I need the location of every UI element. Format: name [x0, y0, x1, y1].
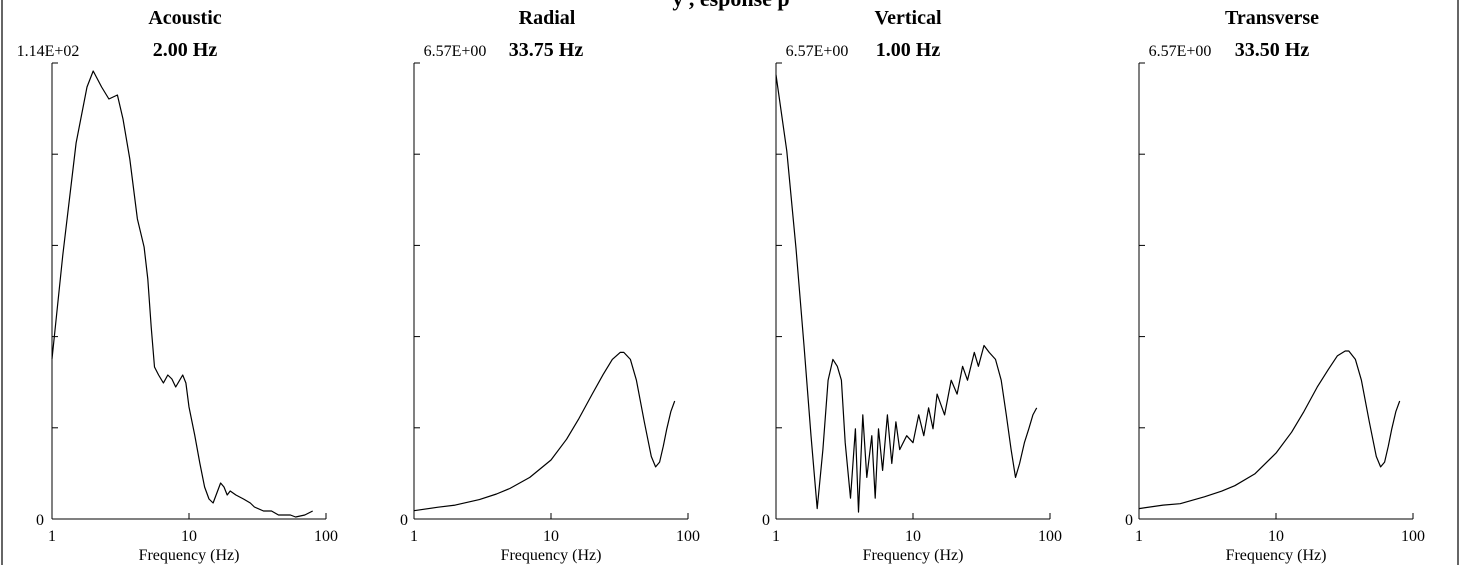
y-max-label: 6.57E+00	[1149, 43, 1212, 60]
y-max-label: 1.14E+02	[17, 43, 80, 60]
x-tick-label: 100	[1038, 528, 1062, 545]
x-axis-label: Frequency (Hz)	[139, 547, 240, 564]
panel-radial: Radial 33.75 Hz 6.57E+00 01 10 100 Frequency (…	[400, 7, 700, 564]
figure-title-partial: y , esponse p	[672, 0, 789, 11]
x-tick-label: 10	[1268, 528, 1284, 545]
panel-title: Transverse	[1225, 7, 1319, 29]
x-tick-label: 100	[1401, 528, 1425, 545]
series-line-vertical	[775, 74, 1038, 513]
panel-title: Radial	[519, 7, 576, 29]
x-axis-label: Frequency (Hz)	[501, 547, 602, 564]
panel-transverse: Transverse 33.50 Hz 6.57E+00 01 10 100 Frequen…	[1125, 7, 1425, 564]
peak-frequency-label: 1.00 Hz	[876, 39, 941, 61]
x-tick-label: 10	[181, 528, 197, 545]
peak-frequency-label: 33.75 Hz	[509, 39, 584, 61]
x-tick-label: 1	[1135, 528, 1143, 545]
x-tick-label: 1	[410, 528, 418, 545]
y-zero-label: 0	[762, 512, 770, 529]
y-max-label: 6.57E+00	[424, 43, 487, 60]
x-tick-label: 100	[314, 528, 338, 545]
panel-vertical: Vertical 1.00 Hz 6.57E+00 01 10 100 Frequency …	[762, 7, 1062, 564]
x-tick-label: 1	[48, 528, 56, 545]
panel-title: Vertical	[874, 7, 941, 29]
y-max-label: 6.57E+00	[786, 43, 849, 60]
series-line-acoustic	[51, 70, 313, 518]
peak-frequency-label: 33.50 Hz	[1235, 39, 1310, 61]
y-zero-label: 0	[400, 512, 408, 529]
y-zero-label: 0	[36, 512, 44, 529]
y-zero-label: 0	[1125, 512, 1133, 529]
x-tick-label: 100	[676, 528, 700, 545]
x-axis-label: Frequency (Hz)	[1226, 547, 1327, 564]
x-tick-label: 1	[772, 528, 780, 545]
x-tick-label: 10	[543, 528, 559, 545]
peak-frequency-label: 2.00 Hz	[153, 39, 218, 61]
panel-acoustic: Acoustic 2.00 Hz 1.14E+02 01 10 100 Frequency …	[17, 7, 338, 564]
panel-title: Acoustic	[148, 7, 221, 29]
series-line-radial	[413, 351, 676, 512]
series-line-transverse	[1138, 350, 1401, 510]
x-tick-label: 10	[905, 528, 921, 545]
x-axis-label: Frequency (Hz)	[863, 547, 964, 564]
